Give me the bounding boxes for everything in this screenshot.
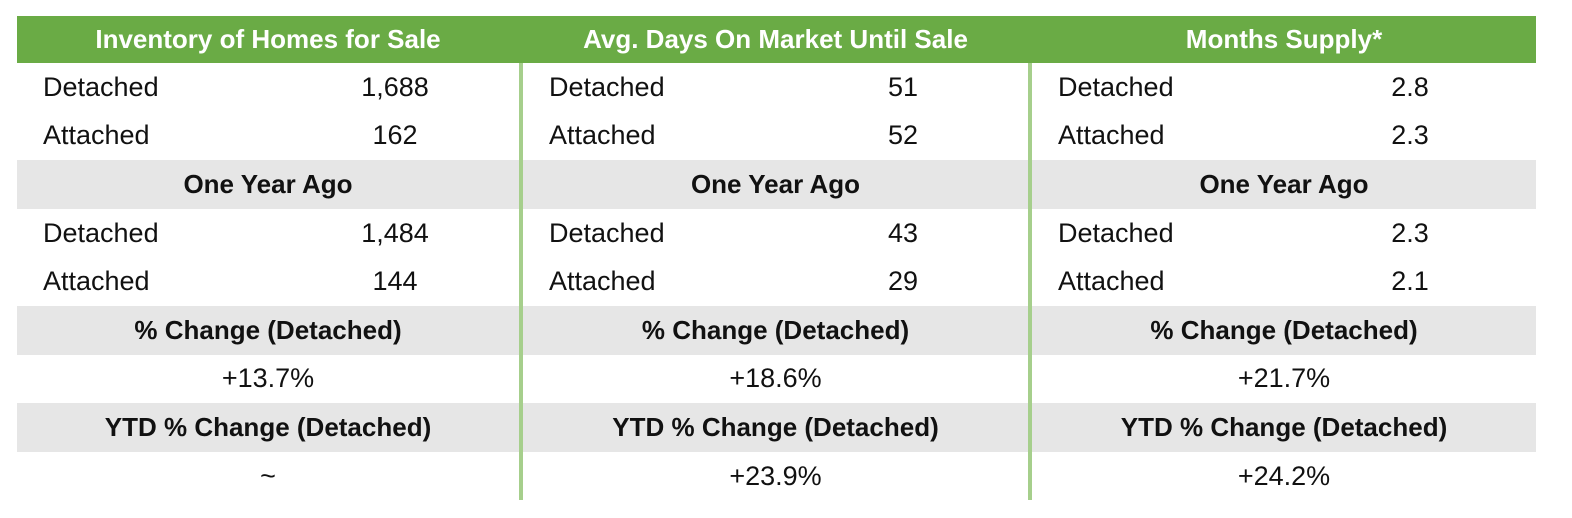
current-attached-row: Attached 162 — [17, 112, 519, 161]
current-attached-row: Attached 2.3 — [1032, 112, 1536, 161]
prior-detached-row: Detached 2.3 — [1032, 209, 1536, 258]
row-value: 51 — [887, 71, 919, 102]
row-label: Attached — [1058, 120, 1165, 151]
current-detached-row: Detached 1,688 — [17, 63, 519, 112]
section-heading: One Year Ago — [17, 160, 519, 209]
ytd-change-value: ~ — [260, 460, 276, 491]
prior-attached-row: Attached 2.1 — [1032, 257, 1536, 306]
row-value: 144 — [372, 266, 418, 297]
prior-attached-row: Attached 144 — [17, 257, 519, 306]
section-heading: One Year Ago — [523, 160, 1028, 209]
ytd-change-value: +23.9% — [729, 460, 822, 491]
pct-change-value: +18.6% — [729, 363, 822, 394]
row-value: 52 — [887, 120, 919, 151]
inventory-column: Detached 1,688 Attached 162 One Year Ago… — [17, 63, 519, 500]
column-divider — [1028, 63, 1032, 501]
section-heading: YTD % Change (Detached) — [1032, 403, 1536, 452]
row-label: Detached — [43, 71, 159, 102]
section-heading: One Year Ago — [1032, 160, 1536, 209]
header-months-supply: Months Supply* — [1185, 24, 1383, 54]
row-value: 29 — [887, 266, 919, 297]
current-detached-row: Detached 51 — [523, 63, 1028, 112]
header-row: Inventory of Homes for Sale Avg. Days On… — [17, 16, 1536, 63]
row-label: Detached — [43, 217, 159, 248]
row-value: 2.3 — [1391, 120, 1429, 151]
prior-detached-row: Detached 43 — [523, 209, 1028, 258]
prior-attached-row: Attached 29 — [523, 257, 1028, 306]
header-days-on-market: Avg. Days On Market Until Sale — [583, 24, 968, 54]
row-value: 2.8 — [1391, 71, 1429, 102]
row-label: Attached — [549, 120, 656, 151]
column-divider — [519, 63, 523, 501]
market-stats-table: Inventory of Homes for Sale Avg. Days On… — [17, 16, 1536, 501]
section-heading: % Change (Detached) — [1032, 305, 1536, 355]
current-detached-row: Detached 2.8 — [1032, 63, 1536, 112]
row-value: 1,484 — [361, 217, 429, 248]
months-supply-column: Detached 2.8 Attached 2.3 One Year Ago D… — [1032, 63, 1536, 500]
prior-detached-row: Detached 1,484 — [17, 209, 519, 258]
row-label: Detached — [1058, 71, 1174, 102]
pct-change-value: +13.7% — [221, 363, 315, 394]
row-label: Detached — [549, 217, 665, 248]
section-heading: % Change (Detached) — [17, 305, 519, 355]
pct-change-value: +21.7% — [1237, 363, 1331, 394]
current-attached-row: Attached 52 — [523, 112, 1028, 161]
row-value: 43 — [887, 217, 919, 248]
section-heading: YTD % Change (Detached) — [523, 403, 1028, 452]
row-label: Attached — [43, 120, 150, 151]
row-value: 162 — [372, 120, 418, 151]
row-label: Detached — [1058, 217, 1174, 248]
row-value: 1,688 — [361, 71, 429, 102]
row-label: Attached — [549, 266, 656, 297]
row-value: 2.3 — [1391, 217, 1429, 248]
section-heading: % Change (Detached) — [523, 305, 1028, 355]
row-value: 2.1 — [1391, 266, 1429, 297]
row-label: Attached — [1058, 266, 1165, 297]
row-label: Attached — [43, 266, 150, 297]
row-label: Detached — [549, 71, 665, 102]
header-inventory: Inventory of Homes for Sale — [95, 24, 441, 54]
ytd-change-value: +24.2% — [1237, 460, 1331, 491]
days-on-market-column: Detached 51 Attached 52 One Year Ago Det… — [523, 63, 1028, 500]
section-heading: YTD % Change (Detached) — [17, 403, 519, 452]
